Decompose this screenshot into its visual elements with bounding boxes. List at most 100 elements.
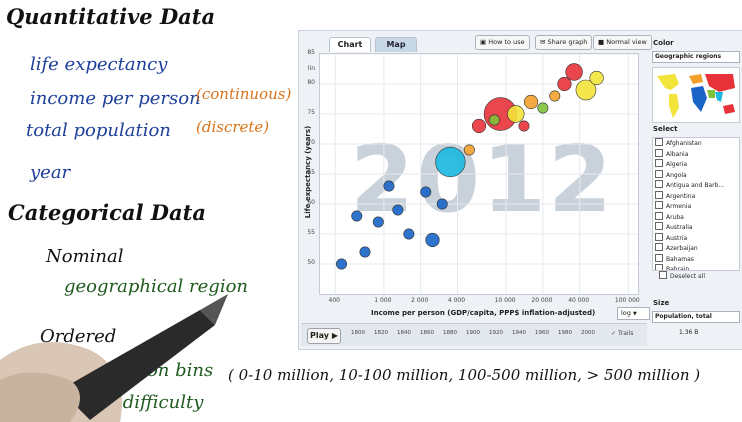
x-tick-label: 100 000 xyxy=(614,297,640,304)
note-income-per-person: income per person xyxy=(30,88,201,109)
country-list-item[interactable]: Austria xyxy=(653,232,739,244)
tab-map[interactable]: Map xyxy=(375,37,417,52)
x-tick-label: 400 xyxy=(328,297,340,304)
world-map-icon xyxy=(657,74,735,118)
country-bubble[interactable] xyxy=(523,94,539,110)
country-bubble[interactable] xyxy=(463,144,475,156)
country-bubble[interactable] xyxy=(488,114,500,126)
size-select[interactable]: Population, total xyxy=(652,311,740,323)
country-bubble[interactable] xyxy=(359,246,371,258)
checkbox-icon[interactable] xyxy=(655,148,663,157)
y-tick-label: 70 xyxy=(307,139,315,146)
checkbox-icon[interactable] xyxy=(655,243,663,251)
timeline-year[interactable]: 1820 xyxy=(374,330,388,336)
y-scale-toggle[interactable]: lin xyxy=(307,65,315,72)
timeline-year[interactable]: 1960 xyxy=(535,330,549,336)
checkbox-icon[interactable] xyxy=(655,232,663,241)
country-bubble[interactable] xyxy=(351,210,363,222)
x-scale-select[interactable]: log ▼ xyxy=(617,307,650,320)
country-bubble[interactable] xyxy=(575,79,597,101)
checkbox-icon[interactable] xyxy=(655,180,663,188)
checkbox-icon[interactable] xyxy=(655,201,663,209)
normal-view-label: Normal view xyxy=(606,38,647,46)
quantitative-data-title: Quantitative Data xyxy=(6,4,216,29)
country-bubble[interactable] xyxy=(549,90,561,102)
scatter-plot[interactable]: 2012 xyxy=(319,53,639,295)
country-bubble[interactable] xyxy=(565,63,583,81)
country-bubble[interactable] xyxy=(557,76,572,92)
country-list-item[interactable]: Argentina xyxy=(653,190,739,202)
color-select[interactable]: Geographic regions xyxy=(652,51,740,63)
checkbox-icon[interactable] xyxy=(655,169,663,178)
timeline-year[interactable]: 1920 xyxy=(489,330,503,336)
country-list-item[interactable]: Bahrain xyxy=(653,264,739,271)
checkbox-icon xyxy=(659,271,667,279)
checkbox-icon[interactable] xyxy=(655,264,663,270)
country-bubble[interactable] xyxy=(383,180,395,192)
country-label: Armenia xyxy=(666,203,692,210)
x-tick-label: 2 000 xyxy=(411,297,429,304)
country-bubble[interactable] xyxy=(507,105,525,123)
country-bubble[interactable] xyxy=(403,228,415,240)
country-list-item[interactable]: Armenia xyxy=(653,201,739,212)
country-bubble[interactable] xyxy=(425,232,440,248)
country-list-item[interactable]: Antigua and Barb... xyxy=(653,180,739,191)
country-list-item[interactable]: Algeria xyxy=(653,159,739,170)
country-list-item[interactable]: Australia xyxy=(653,222,739,233)
timeline-year[interactable]: 1980 xyxy=(558,330,572,336)
play-label: Play xyxy=(310,331,330,340)
region-color-map[interactable] xyxy=(652,67,740,123)
checkbox-icon[interactable] xyxy=(655,138,663,146)
country-list-item[interactable]: Albania xyxy=(653,148,739,160)
timeline-year[interactable]: 1940 xyxy=(512,330,526,336)
country-list-item[interactable]: Afghanistan xyxy=(653,138,739,149)
country-bubble[interactable] xyxy=(589,70,604,86)
country-bubble[interactable] xyxy=(537,102,549,114)
share-graph-button[interactable]: ✉ Share graph xyxy=(535,35,593,50)
country-list-item[interactable]: Aruba xyxy=(653,211,739,223)
country-label: Bahrain xyxy=(666,266,690,271)
timeline-year[interactable]: 1800 xyxy=(351,330,365,336)
trails-label: Trails xyxy=(617,330,634,337)
country-list-item[interactable]: Angola xyxy=(653,169,739,181)
color-select-value: Geographic regions xyxy=(655,53,722,60)
y-tick-label: 55 xyxy=(307,229,315,236)
country-bubble[interactable] xyxy=(435,146,466,178)
timeline-year[interactable]: 1840 xyxy=(397,330,411,336)
timeline-year[interactable]: 1860 xyxy=(420,330,434,336)
country-list-item[interactable]: Azerbaijan xyxy=(653,243,739,254)
x-tick-label: 4 000 xyxy=(447,297,466,304)
note-population-bin-values: ( 0-10 million, 10-100 million, 100-500 … xyxy=(228,366,701,384)
checkbox-icon[interactable] xyxy=(655,253,663,262)
play-button[interactable]: Play ▶ xyxy=(307,328,341,344)
checkbox-icon[interactable] xyxy=(655,190,663,199)
country-label: Azerbaijan xyxy=(666,245,698,252)
how-to-use-button[interactable]: ▣ How to use xyxy=(475,35,530,50)
country-bubble[interactable] xyxy=(518,120,530,132)
trails-toggle[interactable]: ✓ Trails xyxy=(611,330,633,337)
country-label: Afghanistan xyxy=(666,140,702,147)
x-tick-label: 20 000 xyxy=(531,297,553,304)
country-bubble[interactable] xyxy=(471,118,487,134)
country-bubble[interactable] xyxy=(436,198,448,210)
checkbox-icon[interactable] xyxy=(655,159,663,167)
country-list-item[interactable]: Bahamas xyxy=(653,253,739,265)
note-continuous: (continuous) xyxy=(196,85,292,103)
tab-chart[interactable]: Chart xyxy=(329,37,371,52)
check-icon: ✓ xyxy=(611,330,617,337)
timeline-year[interactable]: 2000 xyxy=(581,330,595,336)
size-reading: 1.36 B xyxy=(679,329,699,336)
checkbox-icon[interactable] xyxy=(655,222,663,230)
note-life-expectancy: life expectancy xyxy=(30,54,168,75)
deselect-all-button[interactable]: Deselect all xyxy=(657,271,705,280)
timeline-year[interactable]: 1900 xyxy=(466,330,480,336)
normal-view-button[interactable]: ■ Normal view xyxy=(593,35,652,50)
checkbox-icon[interactable] xyxy=(655,211,663,220)
country-bubble[interactable] xyxy=(336,258,348,270)
country-bubble[interactable] xyxy=(372,216,384,228)
country-label: Algeria xyxy=(666,161,688,168)
country-list[interactable]: Afghanistan Albania Algeria Angola Antigua a… xyxy=(652,137,740,271)
timeline-year[interactable]: 1880 xyxy=(443,330,457,336)
country-bubble[interactable] xyxy=(420,186,432,198)
country-bubble[interactable] xyxy=(392,204,404,216)
